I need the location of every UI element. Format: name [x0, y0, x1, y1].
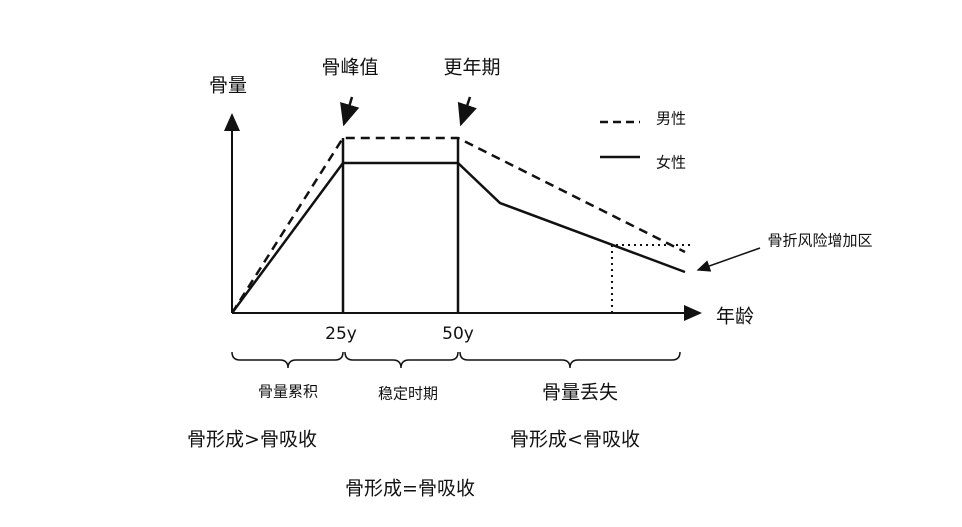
phase-name: 骨量丢失 — [542, 382, 618, 404]
phase-balance: 骨形成>骨吸收 — [187, 429, 317, 451]
phase-balance: 骨形成<骨吸收 — [510, 429, 640, 451]
legend-label: 女性 — [656, 154, 686, 172]
brace — [231, 351, 344, 369]
arrow — [696, 247, 761, 272]
legend-label: 男性 — [656, 110, 686, 128]
annotation: 骨峰值 — [321, 57, 378, 79]
brace — [459, 351, 681, 369]
graphics — [224, 96, 761, 369]
y-axis-label: 骨量 — [209, 75, 247, 97]
arrow — [457, 96, 477, 127]
brace — [344, 351, 459, 369]
phase-name: 骨量累积 — [258, 383, 318, 401]
phase-balance: 骨形成=骨吸收 — [345, 478, 475, 500]
annotation: 更年期 — [443, 57, 500, 79]
phase-name: 稳定时期 — [378, 385, 438, 403]
tick-label: 25y — [325, 324, 357, 344]
female-curve — [230, 161, 686, 314]
risk-zone — [611, 244, 693, 313]
arrow — [340, 96, 360, 127]
x-axis-label: 年龄 — [716, 306, 754, 328]
tick-label: 50y — [442, 324, 474, 344]
annotation: 骨折风险增加区 — [767, 232, 872, 250]
